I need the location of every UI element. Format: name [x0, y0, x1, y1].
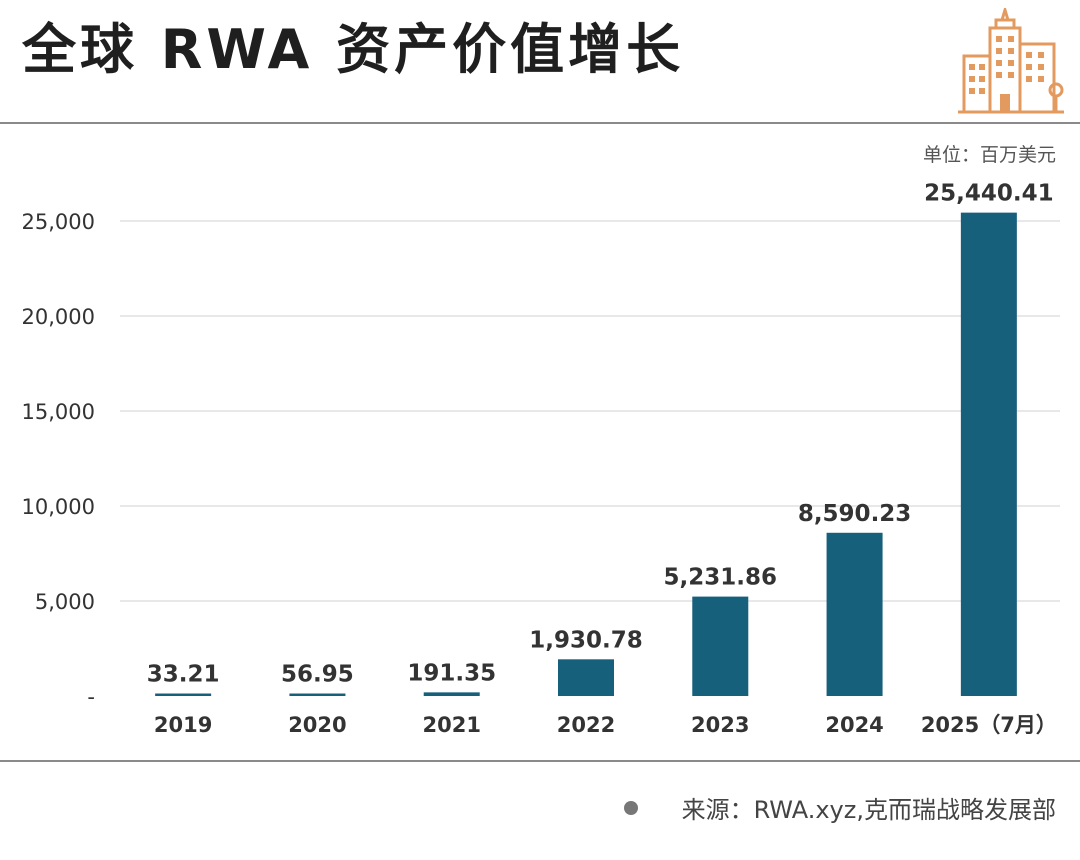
y-tick-label: 10,000	[22, 495, 95, 519]
x-tick-label: 2021	[422, 713, 480, 737]
dot-icon	[623, 800, 638, 815]
x-tick-label: 2020	[288, 713, 346, 737]
x-tick-label: 2022	[557, 713, 615, 737]
grid-lines	[120, 220, 1060, 602]
x-axis: 2019 2020 2021 2022 2023 2024 2025（7月）	[154, 713, 1057, 737]
x-tick-label: 2025（7月）	[921, 713, 1057, 737]
y-tick-label: 5,000	[35, 590, 95, 614]
city-buildings-icon	[958, 4, 1064, 120]
y-tick-label: 20,000	[22, 305, 95, 329]
chart-title: 全球 RWA 资产价值增长	[22, 18, 685, 81]
data-label: 1,930.78	[529, 627, 643, 653]
data-label: 25,440.41	[924, 181, 1054, 207]
data-label: 5,231.86	[664, 565, 778, 591]
y-tick-label: 15,000	[22, 400, 95, 424]
y-axis: - 5,000 10,000 15,000 20,000 25,000	[22, 210, 95, 709]
bar	[155, 693, 212, 696]
footer-divider	[0, 760, 1080, 762]
x-tick-label: 2023	[691, 713, 749, 737]
y-tick-label: -	[87, 685, 95, 709]
bar	[558, 659, 614, 696]
source-note: 来源：RWA.xyz,克而瑞战略发展部	[623, 790, 1056, 825]
unit-label: 单位：百万美元	[922, 144, 1056, 166]
bar	[423, 692, 480, 696]
bar	[289, 693, 346, 696]
bar	[692, 596, 749, 696]
value-labels: 33.21 56.95 191.35 1,930.78 5,231.86 8,590.23…	[147, 181, 1054, 688]
data-label: 33.21	[147, 662, 220, 688]
bar	[960, 212, 1017, 696]
bars	[155, 212, 1017, 696]
x-tick-label: 2024	[825, 713, 883, 737]
bar-chart: - 5,000 10,000 15,000 20,000 25,000 33.21 56.9…	[22, 181, 1060, 737]
data-label: 8,590.23	[798, 501, 912, 527]
source-label: 来源：RWA.xyz,克而瑞战略发展部	[681, 796, 1056, 824]
y-tick-label: 25,000	[22, 210, 95, 234]
data-label: 56.95	[281, 662, 354, 688]
data-label: 191.35	[407, 660, 496, 686]
bar	[826, 532, 883, 696]
x-tick-label: 2019	[154, 713, 212, 737]
header-divider	[0, 122, 1080, 124]
